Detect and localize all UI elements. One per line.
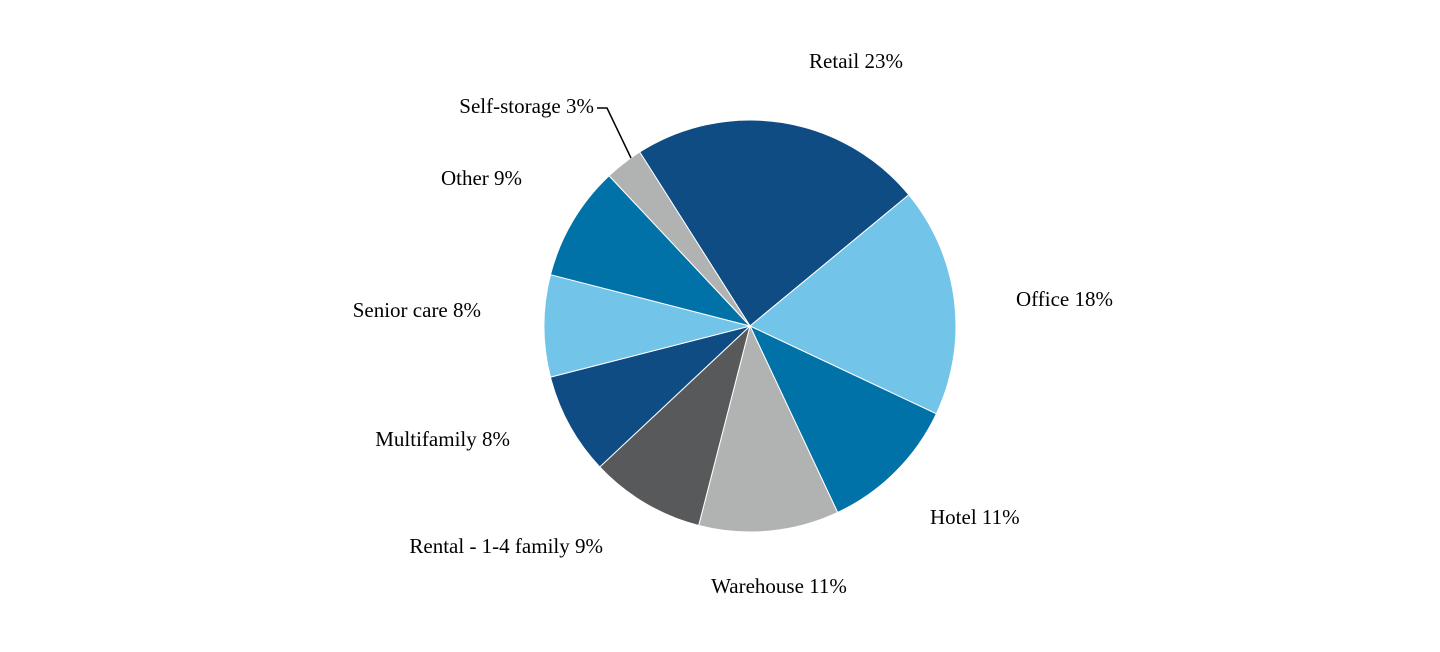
slice-senior-care — [543, 274, 751, 378]
slice-hotel — [748, 324, 938, 514]
label-office: Office 18% — [1016, 287, 1113, 311]
slice-multifamily — [549, 325, 751, 468]
self-storage-leader-line — [597, 107, 632, 159]
label-retail: Retail 23% — [809, 49, 903, 73]
slice-rental-1-4-family — [599, 324, 751, 527]
slice-self-storage — [608, 151, 751, 327]
slice-retail — [639, 119, 910, 327]
pie-slices — [543, 119, 957, 533]
label-multifamily: Multifamily 8% — [375, 427, 510, 451]
slice-labels: Retail 23% Office 18% Hotel 11% Warehouse 1… — [353, 49, 1113, 598]
slice-warehouse — [698, 324, 839, 533]
label-senior-care: Senior care 8% — [353, 298, 481, 322]
slice-office — [749, 194, 957, 415]
label-hotel: Hotel 11% — [930, 505, 1020, 529]
label-warehouse: Warehouse 11% — [711, 574, 847, 598]
label-self-storage: Self-storage 3% — [459, 94, 594, 118]
label-rental-1-4-family: Rental - 1-4 family 9% — [409, 534, 603, 558]
label-other: Other 9% — [441, 166, 522, 190]
slice-other — [549, 175, 752, 327]
